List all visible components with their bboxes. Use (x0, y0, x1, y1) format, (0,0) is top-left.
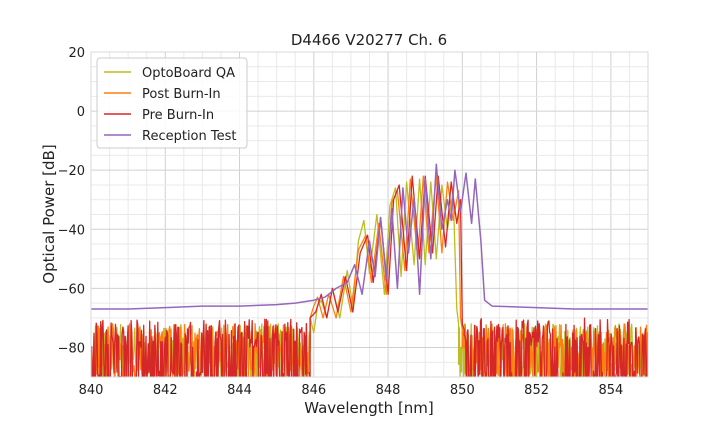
y-tick-label: 20 (68, 46, 85, 61)
y-ticks: 20 0 −20 −40 −60 −80 (58, 46, 85, 356)
x-tick-label: 846 (301, 383, 326, 398)
series-line (91, 163, 648, 310)
x-tick-label: 850 (450, 383, 475, 398)
y-tick-label: −40 (58, 223, 85, 238)
legend-label: Pre Burn-In (142, 108, 214, 123)
y-tick-label: 0 (77, 105, 85, 120)
chart-title: D4466 V20277 Ch. 6 (291, 31, 447, 49)
x-axis-label: Wavelength [nm] (304, 399, 434, 417)
x-tick-label: 844 (227, 383, 252, 398)
y-tick-label: −80 (58, 341, 85, 356)
x-ticks: 840 842 844 846 848 850 852 854 (79, 383, 624, 398)
y-axis-label: Optical Power [dB] (40, 144, 58, 283)
y-tick-label: −60 (58, 282, 85, 297)
legend-label: Post Burn-In (142, 87, 221, 102)
legend-label: Reception Test (142, 129, 236, 144)
y-tick-label: −20 (58, 164, 85, 179)
x-tick-label: 854 (598, 383, 623, 398)
legend: OptoBoard QA Post Burn-In Pre Burn-In Recep… (96, 57, 248, 149)
plot-area (91, 163, 648, 377)
legend-box (96, 57, 248, 149)
x-tick-label: 848 (376, 383, 401, 398)
x-tick-label: 840 (79, 383, 104, 398)
x-tick-label: 852 (524, 383, 549, 398)
series-line (91, 175, 648, 377)
plot-frame (90, 51, 649, 378)
x-tick-label: 842 (153, 383, 178, 398)
legend-label: OptoBoard QA (142, 66, 235, 81)
